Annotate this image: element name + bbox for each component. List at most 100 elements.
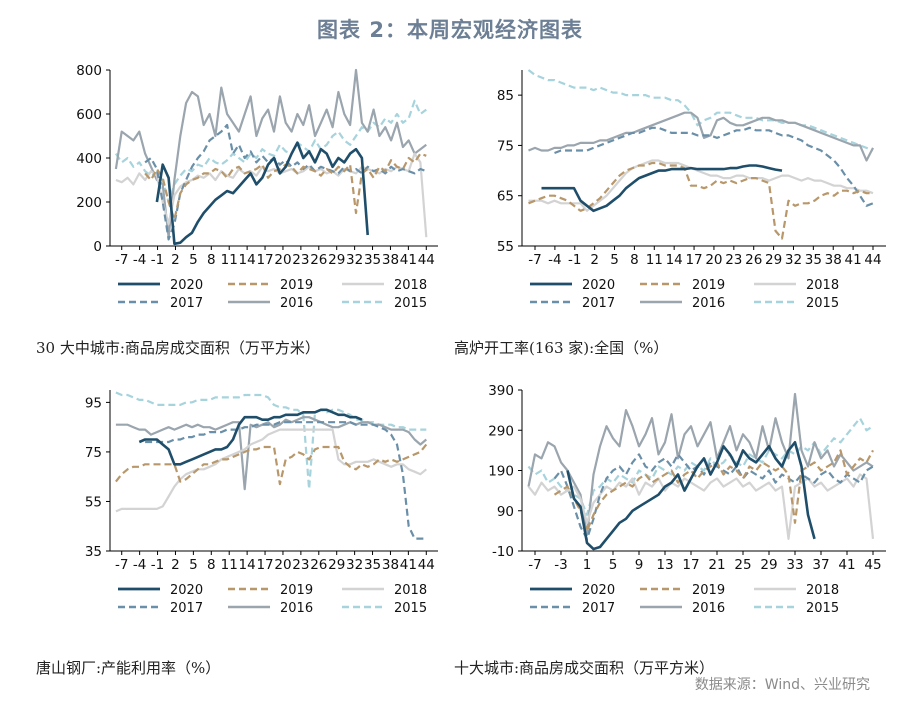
y-tick-label: 90 [497,504,514,520]
legend-label-2017: 2017 [582,601,615,616]
legend-label-2016: 2016 [280,601,313,616]
x-tick-label: 29 [765,252,782,268]
y-tick-label: 190 [488,464,514,480]
series-line-2018 [527,473,875,540]
x-tick-label: 44 [418,557,435,573]
x-tick-label: 2 [171,252,180,268]
series-line-2015 [114,99,427,204]
legend-label-2018: 2018 [806,583,839,598]
x-tick-label: 9 [635,557,644,573]
y-tick-label: 75 [85,445,102,461]
series-line-2020 [155,141,369,246]
legend-label-2019: 2019 [280,583,313,598]
panel-blast-furnace-rate: 55 65 75 85 -7 -4 -1 2 5 8 11 14 17 20 23 26 29 32 35 38 41 4… [450,48,900,370]
x-tick-label: 17 [685,252,702,268]
x-tick-label: 37 [812,557,829,573]
y-tick-label: -10 [492,544,514,560]
legend-label-2017: 2017 [170,601,203,616]
x-tick-label: -1 [151,557,164,573]
x-tick-label: 14 [239,252,256,268]
legend-label-2015: 2015 [806,601,839,616]
legend-label-2020: 2020 [582,583,615,598]
x-tick-label: 23 [725,252,742,268]
series-line-2020 [566,441,816,551]
x-tick-label: 26 [745,252,762,268]
x-tick-label: 14 [239,557,256,573]
x-tick-label: 11 [221,252,238,268]
x-tick-label: 45 [864,557,881,573]
caption-tangshan-utilization: 唐山钢厂:产能利用率（%） [36,659,221,677]
chart-blast-furnace-rate: 55 65 75 85 -7 -4 -1 2 5 8 11 14 17 20 23 26 29 32 35 38 41 4… [497,69,886,311]
x-tick-label: 29 [760,557,777,573]
x-tick-label: 8 [207,252,216,268]
x-tick-label: 33 [786,557,803,573]
x-tick-label: 5 [609,557,618,573]
y-tick-label: 390 [488,383,514,399]
x-tick-label: 1 [583,557,592,573]
source-note: 数据来源：Wind、兴业研究 [694,677,870,693]
legend-label-2017: 2017 [582,296,615,311]
x-tick-label: 29 [328,557,345,573]
x-tick-label: -3 [554,557,567,573]
series-line-2020 [541,164,783,213]
x-tick-label: -7 [528,557,541,573]
legend-label-2016: 2016 [280,296,313,311]
legend-label-2019: 2019 [692,278,725,293]
x-tick-label: -1 [151,252,164,268]
series-line-2019 [144,152,427,221]
panel-ten-city-sales: -10 90 190 290 390 -7 -3 1 5 9 13 17 21 25 29 33 37 41 45 2… [450,368,900,690]
x-tick-label: 32 [346,252,363,268]
figure-title: 图表 2：本周宏观经济图表 [317,18,583,42]
caption-30-city-sales: 30 大中城市:商品房成交面积（万平方米） [36,339,320,357]
x-tick-label: 41 [400,252,417,268]
legend-label-2020: 2020 [582,278,615,293]
x-tick-label: 41 [838,557,855,573]
x-tick-label: 17 [256,252,273,268]
x-tick-label: -7 [115,252,128,268]
y-tick-label: 55 [497,239,514,255]
x-tick-label: -1 [568,252,581,268]
x-tick-label: -4 [133,252,146,268]
x-tick-label: 23 [292,252,309,268]
series-line-2019 [528,161,873,240]
x-tick-label: 14 [666,252,683,268]
series-line-2016 [115,416,428,491]
series-line-2020 [138,408,363,466]
legend-label-2015: 2015 [806,296,839,311]
x-tick-label: 20 [705,252,722,268]
chart-30-city-sales: 0 200 400 600 800 -7 -4 -1 2 5 8 11 14 17 20 23 26 29 32 35… [76,63,438,311]
series-line-2017 [144,123,427,241]
legend-label-2018: 2018 [394,583,427,598]
x-tick-label: 5 [610,252,619,268]
y-tick-label: 290 [488,423,514,439]
series-line-2018 [115,428,428,513]
legend-label-2018: 2018 [806,278,839,293]
x-tick-label: -7 [115,557,128,573]
x-tick-label: 11 [646,252,663,268]
x-tick-label: 44 [864,252,881,268]
x-tick-label: 32 [785,252,802,268]
legend-label-2016: 2016 [692,601,725,616]
x-tick-label: 13 [656,557,673,573]
x-tick-label: 8 [207,557,216,573]
y-tick-label: 600 [76,107,102,123]
x-tick-label: 20 [274,557,291,573]
x-tick-label: 35 [364,252,381,268]
x-tick-label: 20 [274,252,291,268]
legend-label-2019: 2019 [280,278,313,293]
y-tick-label: 85 [497,88,514,104]
series-line-2017 [553,453,874,540]
panel-tangshan-utilization: 35 55 75 95 -7 -4 -1 2 5 8 11 14 17 20 23 26 29 32 35 38 41 4… [0,368,450,690]
legend-label-2020: 2020 [170,583,203,598]
x-tick-label: 41 [845,252,862,268]
y-tick-label: 200 [76,195,102,211]
series-line-2019 [553,449,874,532]
x-tick-label: 17 [682,557,699,573]
x-tick-label: 25 [734,557,751,573]
x-tick-label: 44 [418,252,435,268]
x-tick-label: 8 [630,252,639,268]
x-tick-label: 35 [364,557,381,573]
x-tick-label: -4 [133,557,146,573]
x-tick-label: -7 [528,252,541,268]
series-line-2018 [528,159,874,212]
